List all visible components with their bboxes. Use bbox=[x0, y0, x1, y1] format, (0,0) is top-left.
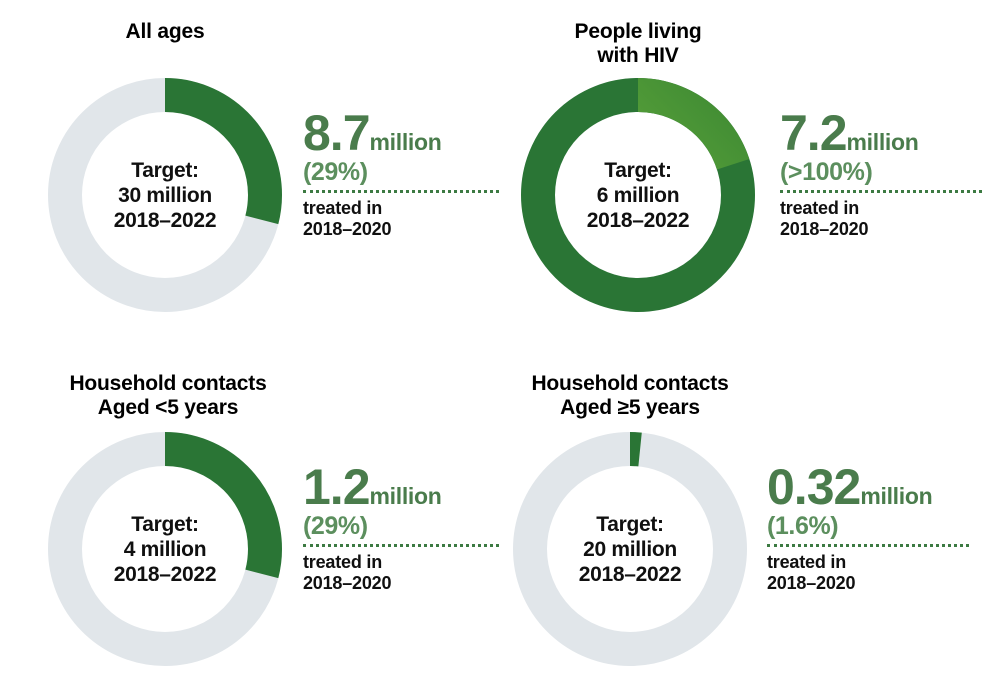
value-number: 7.2 bbox=[780, 105, 848, 161]
value-line: 0.32 million bbox=[767, 462, 992, 512]
value-number: 1.2 bbox=[303, 459, 371, 515]
donut-gauge-all-ages: Target: 30 million 2018–2022 bbox=[48, 78, 282, 312]
value-line: 1.2 million bbox=[303, 462, 503, 512]
value-block-household-contacts-under-5: 1.2 million (29%) treated in 2018–2020 bbox=[303, 462, 503, 594]
dotted-rule bbox=[780, 190, 982, 193]
donut-progress bbox=[48, 78, 282, 312]
value-caption: treated in 2018–2020 bbox=[303, 198, 392, 239]
value-unit: million bbox=[846, 129, 919, 155]
dotted-rule bbox=[303, 544, 499, 547]
panel-title-household-contacts-under-5: Household contacts Aged <5 years bbox=[69, 372, 267, 419]
value-percent: (>100%) bbox=[780, 158, 873, 186]
value-unit: million bbox=[369, 483, 442, 509]
value-line: 7.2 million bbox=[780, 108, 990, 158]
value-caption: treated in 2018–2020 bbox=[780, 198, 869, 239]
value-block-household-contacts-5-and-over: 0.32 million (1.6%) treated in 2018–2020 bbox=[767, 462, 992, 594]
donut-track bbox=[513, 432, 747, 666]
value-number: 0.32 bbox=[767, 459, 861, 515]
value-caption: treated in 2018–2020 bbox=[767, 552, 856, 593]
donut-gauge-household-contacts-under-5: Target: 4 million 2018–2022 bbox=[48, 432, 282, 666]
value-caption: treated in 2018–2020 bbox=[303, 552, 392, 593]
value-block-people-living-with-hiv: 7.2 million (>100%) treated in 2018–2020 bbox=[780, 108, 990, 240]
panel-title-people-living-with-hiv: People living with HIV bbox=[574, 20, 702, 67]
value-unit: million bbox=[369, 129, 442, 155]
value-unit: million bbox=[860, 483, 933, 509]
donut-progress bbox=[513, 432, 747, 666]
value-percent: (1.6%) bbox=[767, 512, 839, 540]
donut-gauge-people-living-with-hiv: Target: 6 million 2018–2022 bbox=[521, 78, 755, 312]
value-percent: (29%) bbox=[303, 512, 368, 540]
panel-title-household-contacts-5-and-over: Household contacts Aged ≥5 years bbox=[531, 372, 729, 419]
panel-title-all-ages: All ages bbox=[125, 20, 205, 43]
value-percent: (29%) bbox=[303, 158, 368, 186]
value-line: 8.7 million bbox=[303, 108, 503, 158]
donut-progress bbox=[48, 432, 282, 666]
dotted-rule bbox=[303, 190, 499, 193]
value-number: 8.7 bbox=[303, 105, 371, 161]
dotted-rule bbox=[767, 544, 969, 547]
value-block-all-ages: 8.7 million (29%) treated in 2018–2020 bbox=[303, 108, 503, 240]
donut-overflow bbox=[521, 78, 755, 312]
donut-gauge-household-contacts-5-and-over: Target: 20 million 2018–2022 bbox=[513, 432, 747, 666]
